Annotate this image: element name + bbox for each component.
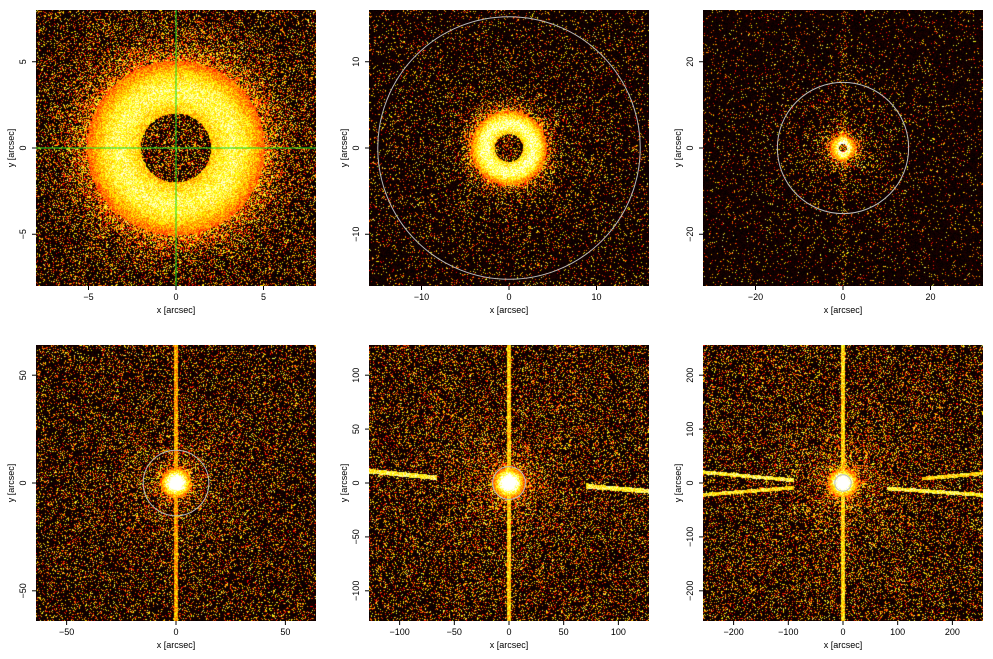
x-tick-label: 0: [840, 627, 845, 637]
y-axis-label: y [arcsec]: [6, 464, 16, 503]
x-tick-label: −100: [778, 627, 798, 637]
y-tick-label: 200: [685, 368, 695, 383]
aperture-circle: [142, 449, 210, 517]
x-tick-label: 50: [280, 627, 290, 637]
x-tick-label: −10: [414, 292, 429, 302]
overlay: [776, 81, 910, 215]
x-axis-label: x [arcsec]: [157, 640, 196, 650]
y-tick-label: −10: [351, 227, 361, 242]
y-tick-label: 0: [18, 480, 28, 485]
xray-image: [703, 10, 983, 286]
x-axis-label: x [arcsec]: [824, 640, 863, 650]
y-tick-label: 50: [18, 370, 28, 380]
image-plot-area: [703, 10, 983, 286]
overlay: [492, 466, 526, 500]
overlay: [142, 449, 210, 517]
x-tick-label: 0: [173, 627, 178, 637]
y-tick-label: 0: [351, 480, 361, 485]
y-tick-label: −100: [351, 581, 361, 601]
overlay: [36, 10, 316, 286]
y-tick-label: 5: [18, 59, 28, 64]
x-tick-label: 100: [611, 627, 626, 637]
aperture-circle: [834, 474, 852, 492]
x-axis-label: x [arcsec]: [824, 305, 863, 315]
overlay: [377, 16, 641, 280]
y-tick-label: 0: [351, 145, 361, 150]
x-tick-label: −100: [389, 627, 409, 637]
x-tick-label: 10: [591, 292, 601, 302]
x-tick-label: 5: [261, 292, 266, 302]
x-tick-label: −20: [748, 292, 763, 302]
y-axis-label: y [arcsec]: [673, 464, 683, 503]
x-tick-label: 0: [506, 627, 511, 637]
y-tick-label: −100: [685, 527, 695, 547]
y-tick-label: 100: [351, 368, 361, 383]
y-tick-label: 10: [351, 57, 361, 67]
aperture-circle: [776, 81, 910, 215]
y-tick-label: 0: [685, 145, 695, 150]
xray-image: [369, 345, 649, 621]
xray-image: [703, 345, 983, 621]
x-tick-label: −5: [83, 292, 93, 302]
y-axis-label: y [arcsec]: [339, 129, 349, 168]
x-axis-label: x [arcsec]: [157, 305, 196, 315]
y-tick-label: −200: [685, 581, 695, 601]
x-tick-label: −50: [59, 627, 74, 637]
image-plot-area: [369, 10, 649, 286]
y-tick-label: −50: [351, 529, 361, 544]
image-plot-area: [703, 345, 983, 621]
xray-image: [36, 345, 316, 621]
y-axis-label: y [arcsec]: [673, 129, 683, 168]
x-axis-label: x [arcsec]: [490, 640, 529, 650]
y-tick-label: 100: [685, 422, 695, 437]
overlay: [834, 474, 852, 492]
image-plot-area: [36, 345, 316, 621]
aperture-circle: [492, 466, 526, 500]
y-tick-label: 20: [685, 57, 695, 67]
y-tick-label: −5: [18, 229, 28, 239]
image-plot-area: [36, 10, 316, 286]
y-tick-label: 0: [685, 480, 695, 485]
y-tick-label: −20: [685, 227, 695, 242]
image-plot-area: [369, 345, 649, 621]
x-tick-label: −50: [447, 627, 462, 637]
y-axis-label: y [arcsec]: [339, 464, 349, 503]
x-tick-label: 0: [173, 292, 178, 302]
x-tick-label: 0: [506, 292, 511, 302]
x-tick-label: −200: [723, 627, 743, 637]
y-tick-label: 50: [351, 424, 361, 434]
x-axis-label: x [arcsec]: [490, 305, 529, 315]
y-tick-label: 0: [18, 145, 28, 150]
x-tick-label: 50: [559, 627, 569, 637]
y-tick-label: −50: [18, 583, 28, 598]
y-axis-label: y [arcsec]: [6, 129, 16, 168]
x-tick-label: 100: [890, 627, 905, 637]
x-tick-label: 200: [945, 627, 960, 637]
x-tick-label: 20: [925, 292, 935, 302]
aperture-circle: [377, 16, 641, 280]
x-tick-label: 0: [840, 292, 845, 302]
